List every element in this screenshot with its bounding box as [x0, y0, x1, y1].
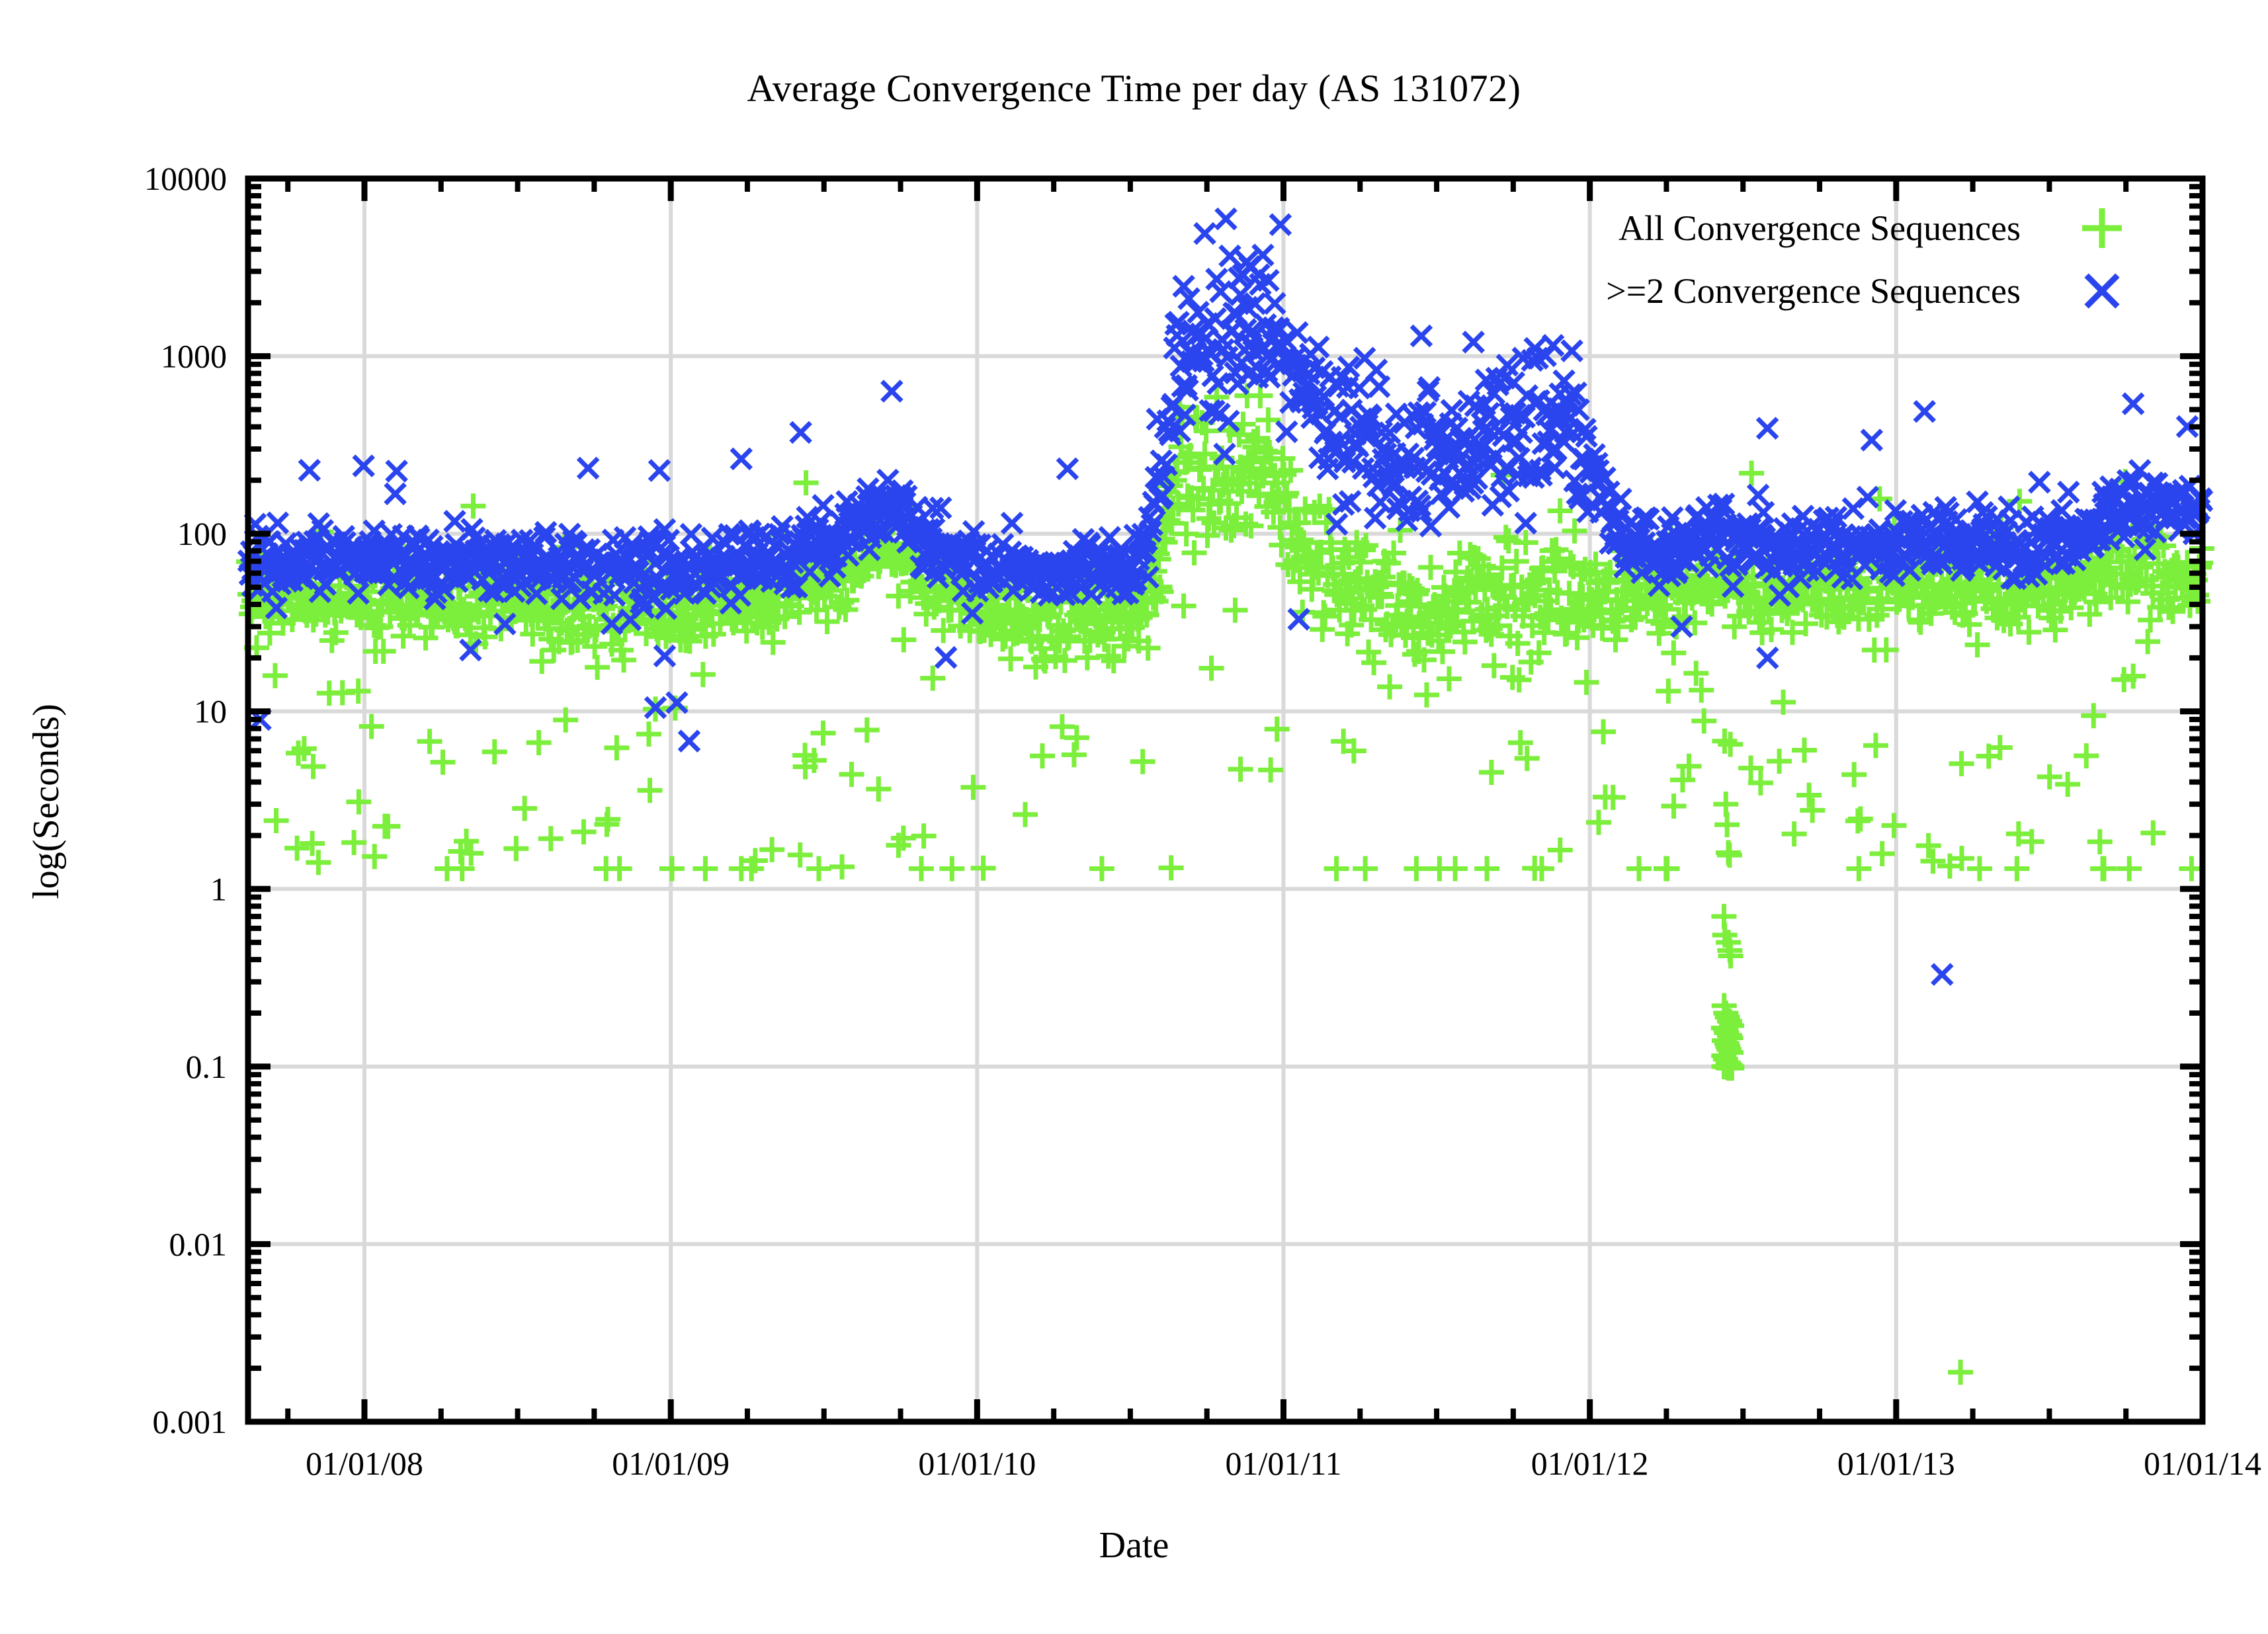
x-axis-label-wrapper: Date — [0, 1524, 2268, 1567]
y-tick-label: 0.001 — [153, 1403, 228, 1440]
y-tick-label: 100 — [177, 515, 227, 552]
data-points-layer — [235, 207, 2215, 1385]
x-axis-label: Date — [1099, 1525, 1169, 1566]
y-tick-label: 10 — [194, 693, 227, 730]
x-tick-label: 01/01/12 — [1531, 1445, 1649, 1482]
axis-ticks — [248, 175, 2206, 1425]
y-tick-label: 0.1 — [186, 1048, 228, 1085]
y-tick-label: 0.01 — [169, 1225, 228, 1262]
legend-marker-plus — [2082, 208, 2122, 248]
x-tick-label: 01/01/10 — [918, 1445, 1036, 1482]
plot-frame — [245, 175, 2206, 1425]
axis-tick-labels: 10000 1000 100 10 1 0.1 0.01 0.001 01/01/08 01/01… — [144, 160, 2261, 1482]
chart-title: Average Convergence Time per day (AS 131… — [747, 67, 1521, 110]
y-tick-label: 1000 — [161, 338, 227, 375]
legend-label: >=2 Convergence Sequences — [1606, 271, 2021, 311]
x-tick-label: 01/01/09 — [612, 1445, 730, 1482]
x-tick-label: 01/01/08 — [306, 1445, 423, 1482]
y-tick-label: 10000 — [144, 160, 227, 197]
legend: All Convergence Sequences >=2 Convergence… — [1606, 208, 2122, 311]
x-tick-label: 01/01/11 — [1226, 1445, 1342, 1482]
x-tick-label: 01/01/13 — [1837, 1445, 1955, 1482]
legend-marker-cross — [2084, 273, 2120, 309]
y-tick-label: 1 — [210, 870, 227, 907]
legend-label: All Convergence Sequences — [1618, 208, 2021, 248]
x-tick-label: 01/01/14 — [2144, 1445, 2261, 1482]
